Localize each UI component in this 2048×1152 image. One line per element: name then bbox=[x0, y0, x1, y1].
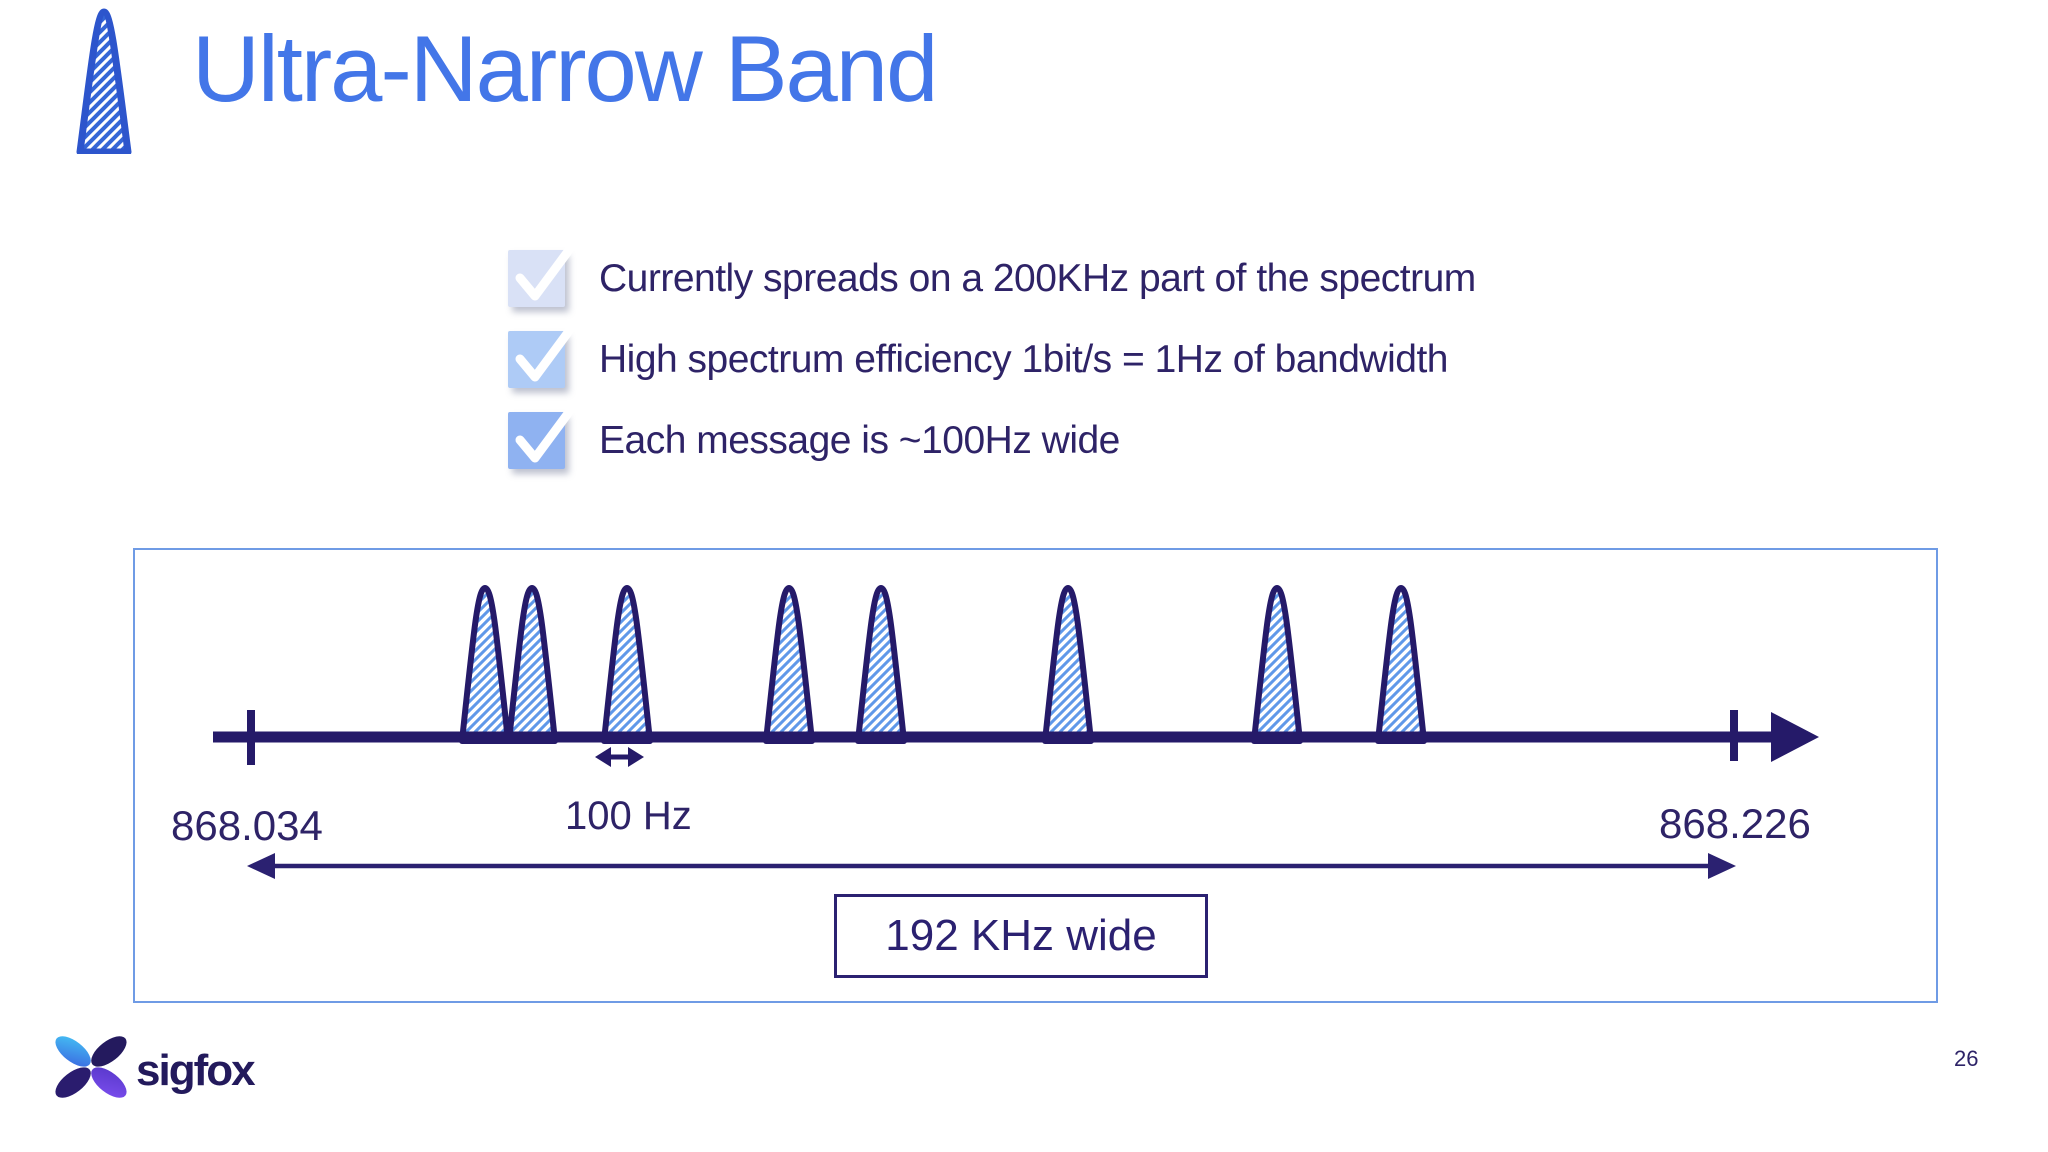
checklist-item: Each message is ~100Hz wide bbox=[508, 403, 1476, 469]
narrow-band-icon bbox=[76, 8, 132, 154]
signal-peak bbox=[506, 585, 558, 744]
checklist-item-label: Each message is ~100Hz wide bbox=[599, 418, 1120, 462]
checklist-item: High spectrum efficiency 1bit/s = 1Hz of… bbox=[508, 322, 1476, 388]
page-title: Ultra-Narrow Band bbox=[192, 16, 938, 121]
axis-arrowhead-icon bbox=[1771, 712, 1819, 762]
sigfox-wordmark: sigfox bbox=[136, 1046, 256, 1095]
signal-peak bbox=[601, 585, 653, 744]
band-width-label: 192 KHz wide bbox=[885, 911, 1157, 960]
signal-peak bbox=[855, 585, 907, 744]
frequency-axis bbox=[213, 710, 1819, 765]
checkmark-icon bbox=[515, 403, 577, 463]
checkbox-checked bbox=[508, 403, 577, 469]
signal-peaks bbox=[459, 585, 1427, 744]
checkmark-icon bbox=[515, 241, 577, 301]
band-width-arrow-icon bbox=[247, 853, 1736, 879]
checkbox-checked bbox=[508, 322, 577, 388]
checklist-item-label: High spectrum efficiency 1bit/s = 1Hz of… bbox=[599, 337, 1448, 381]
frequency-end-label: 868.226 bbox=[1659, 800, 1811, 847]
frequency-start-label: 868.034 bbox=[171, 802, 323, 849]
checklist-item: Currently spreads on a 200KHz part of th… bbox=[508, 241, 1476, 307]
checklist-item-label: Currently spreads on a 200KHz part of th… bbox=[599, 256, 1476, 300]
sigfox-logo-icon bbox=[55, 1036, 127, 1098]
message-width-label: 100 Hz bbox=[565, 794, 692, 838]
band-width-box: 192 KHz wide bbox=[834, 894, 1208, 978]
signal-peak bbox=[1042, 585, 1094, 744]
checkmark-icon bbox=[515, 322, 577, 382]
checklist: Currently spreads on a 200KHz part of th… bbox=[508, 241, 1476, 493]
signal-peak bbox=[459, 585, 511, 744]
signal-peak bbox=[1375, 585, 1427, 744]
signal-peak bbox=[763, 585, 815, 744]
signal-peak bbox=[1251, 585, 1303, 744]
spectrum-plot bbox=[213, 585, 1819, 879]
page-number: 26 bbox=[1954, 1046, 1979, 1071]
checkbox-checked bbox=[508, 241, 577, 307]
spectrum-diagram: 868.034 100 Hz 868.226 192 KHz wide bbox=[133, 548, 1938, 1003]
message-width-arrow-icon bbox=[595, 747, 644, 767]
